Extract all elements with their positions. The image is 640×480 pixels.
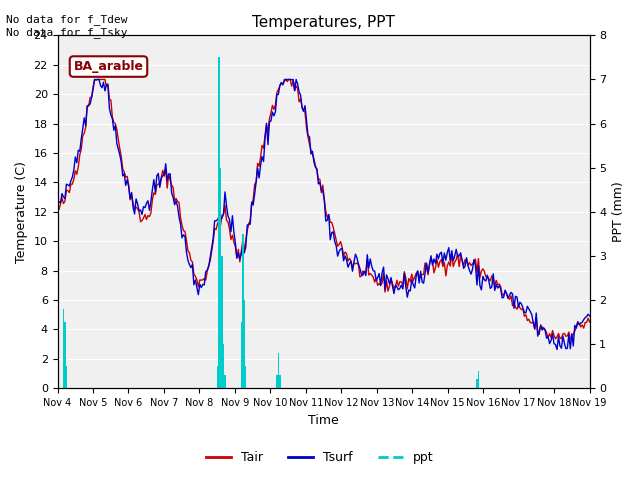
Tair xyxy=(586,319,593,325)
Bar xyxy=(276,375,278,388)
Bar xyxy=(278,353,279,388)
Bar xyxy=(221,256,223,388)
X-axis label: Time: Time xyxy=(308,414,339,427)
Y-axis label: Temperature (C): Temperature (C) xyxy=(15,161,28,263)
Tsurf xyxy=(288,77,296,83)
Bar xyxy=(217,366,218,388)
Bar xyxy=(242,234,244,388)
Tair xyxy=(288,84,296,89)
Tair xyxy=(214,221,221,227)
Tsurf xyxy=(54,203,61,209)
Title: Temperatures, PPT: Temperatures, PPT xyxy=(252,15,395,30)
Legend: Tair, Tsurf, ppt: Tair, Tsurf, ppt xyxy=(202,446,438,469)
Bar xyxy=(64,322,66,388)
Bar xyxy=(224,375,226,388)
Tair xyxy=(241,247,248,252)
Tsurf xyxy=(91,77,99,83)
Bar xyxy=(245,366,246,388)
Bar xyxy=(476,380,477,388)
Tair xyxy=(54,205,61,211)
Line: Tair: Tair xyxy=(58,80,589,339)
Bar xyxy=(220,168,221,388)
Bar xyxy=(223,344,224,388)
Tsurf xyxy=(559,333,567,339)
Bar xyxy=(244,300,245,388)
Bar xyxy=(241,322,242,388)
Line: Tsurf: Tsurf xyxy=(58,80,589,349)
Tsurf xyxy=(232,240,239,246)
Tsurf xyxy=(553,347,561,352)
Tair xyxy=(91,77,99,83)
Tair xyxy=(566,336,574,342)
Tair xyxy=(557,336,565,342)
Bar xyxy=(477,371,479,388)
Tsurf xyxy=(586,313,593,319)
Bar xyxy=(63,309,64,388)
Tair xyxy=(232,244,239,250)
Tair xyxy=(120,169,128,175)
Y-axis label: PPT (mm): PPT (mm) xyxy=(612,181,625,242)
Tsurf xyxy=(214,217,221,223)
Tsurf xyxy=(241,250,248,256)
Bar xyxy=(218,58,220,388)
Text: BA_arable: BA_arable xyxy=(74,60,143,73)
Bar xyxy=(66,366,67,388)
Tsurf xyxy=(120,171,128,177)
Text: No data for f_Tdew
No data for f_Tsky: No data for f_Tdew No data for f_Tsky xyxy=(6,14,128,38)
Bar xyxy=(279,375,280,388)
